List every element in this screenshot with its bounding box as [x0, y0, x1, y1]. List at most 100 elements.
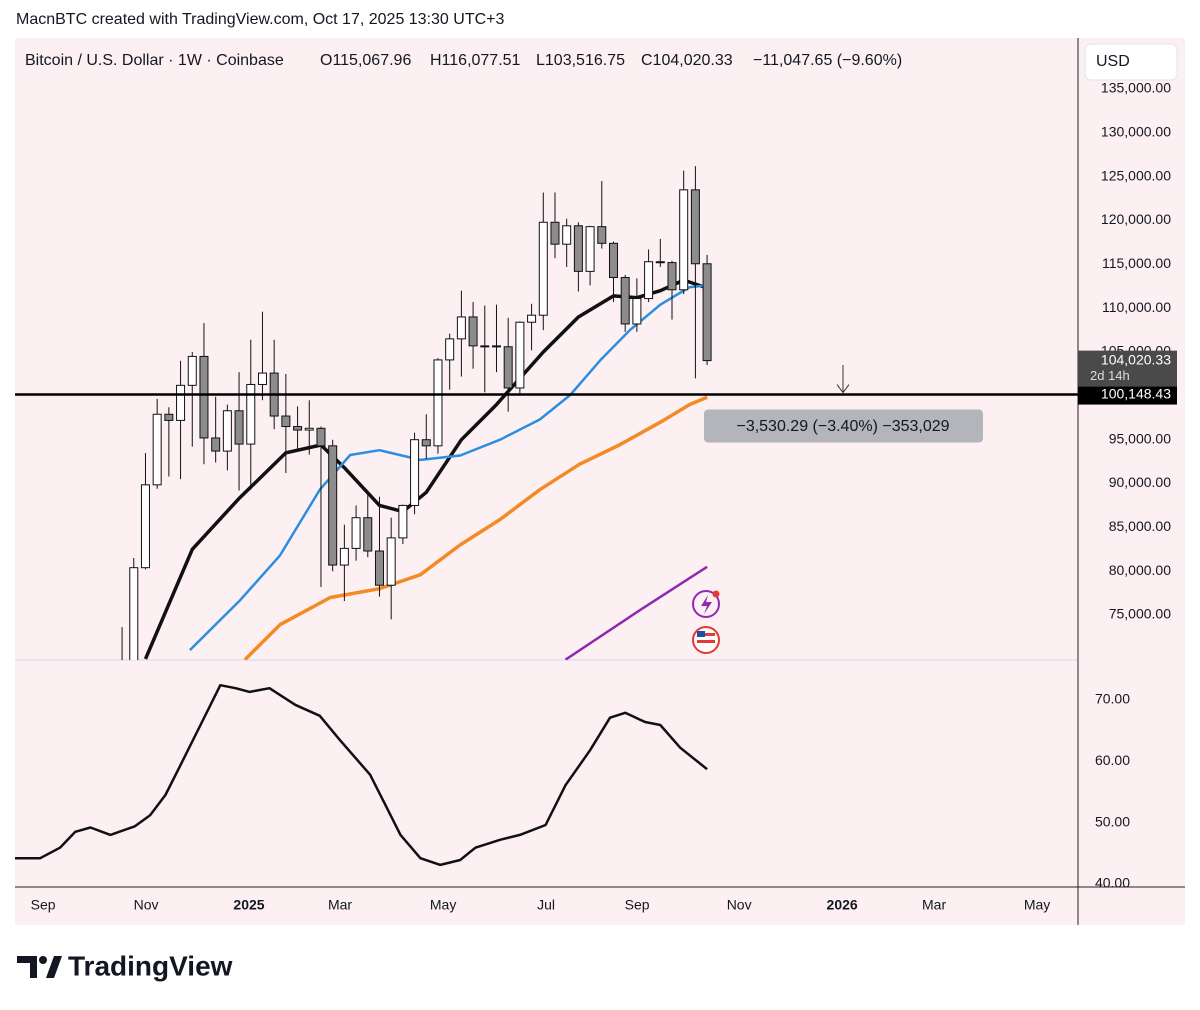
ohlc-change: −11,047.65 (−9.60%): [753, 52, 902, 69]
x-tick-label: Sep: [625, 897, 650, 913]
candle-body: [339, 547, 349, 566]
hline-label: 100,148.43: [1101, 385, 1171, 401]
y2-tick-label: 70.00: [1095, 691, 1130, 707]
logo-mark: [17, 956, 37, 978]
indicator-pane: [15, 683, 708, 867]
candle-body: [468, 316, 478, 347]
candle-body: [480, 345, 490, 348]
x-tick-label: Nov: [727, 897, 752, 913]
candle-body: [140, 484, 150, 569]
candle-body: [211, 437, 221, 452]
y-tick-label: 80,000.00: [1109, 562, 1171, 578]
candle-body: [690, 189, 700, 265]
flag-canton: [697, 631, 705, 637]
candle-body: [667, 262, 677, 291]
y-tick-label: 125,000.00: [1101, 167, 1171, 183]
candle-body: [515, 321, 525, 389]
y-tick-label: 85,000.00: [1109, 518, 1171, 534]
y-tick-label: 95,000.00: [1109, 430, 1171, 446]
candle-body: [433, 359, 443, 447]
x-tick-label: Sep: [31, 897, 56, 913]
last-price-bg: [1078, 350, 1177, 387]
candle-body: [199, 355, 209, 439]
y-tick-label: 130,000.00: [1101, 124, 1171, 140]
candle-body: [304, 427, 314, 431]
candle-body: [386, 537, 396, 586]
candle-body: [187, 355, 197, 386]
candle-body: [281, 415, 291, 428]
y2-tick-label: 50.00: [1095, 813, 1130, 829]
ohlc-low: L103,516.75: [536, 52, 625, 69]
candle-body: [679, 189, 689, 291]
flag-stripe: [697, 640, 715, 643]
candle-body: [585, 226, 595, 272]
ohlc-close: C104,020.33: [641, 52, 733, 69]
candle-body: [316, 427, 326, 447]
candle-body: [176, 384, 186, 421]
x-tick-label: May: [1024, 897, 1050, 913]
icon-badge: [712, 590, 720, 598]
candle-body: [527, 314, 537, 323]
ohlc-open: O115,067.96: [320, 52, 411, 69]
candle-body: [456, 316, 466, 340]
logo-mark: [46, 956, 62, 978]
moving-average-line: [143, 278, 708, 660]
candle-body: [222, 410, 232, 452]
candle-body: [152, 413, 162, 486]
y-tick-label: 120,000.00: [1101, 211, 1171, 227]
candle-body: [644, 261, 654, 300]
x-tick-label: Mar: [922, 897, 946, 913]
flag-stripe: [697, 633, 715, 636]
candle-body: [351, 517, 361, 549]
candle-body: [702, 263, 712, 362]
candle-body: [129, 567, 139, 660]
currency-button[interactable]: [1084, 43, 1178, 81]
measure-box: [704, 409, 983, 443]
candle-body: [374, 550, 384, 586]
event-icons: [692, 590, 720, 654]
logo-text: TradingView: [68, 950, 233, 981]
indicator-line: [15, 683, 708, 867]
lightning-icon[interactable]: [692, 590, 720, 618]
moving-average-line: [189, 284, 708, 651]
candle-body: [363, 517, 373, 552]
candle-body: [328, 445, 338, 566]
y2-tick-label: 60.00: [1095, 752, 1130, 768]
candle-body: [562, 225, 572, 245]
candle-body: [503, 346, 513, 389]
x-tick-label: 2025: [233, 897, 264, 913]
x-tick-label: Jul: [537, 897, 555, 913]
y-tick-label: 75,000.00: [1109, 606, 1171, 622]
ohlc-high: H116,077.51: [430, 52, 521, 69]
candle-body: [398, 504, 408, 539]
candle-body: [234, 410, 244, 445]
lightning-glyph: [701, 595, 712, 614]
x-tick-label: Mar: [328, 897, 352, 913]
candle-body: [538, 221, 548, 316]
chart-background: [15, 38, 1185, 925]
y-tick-label: 90,000.00: [1109, 474, 1171, 490]
credit: MacnBTC created with TradingView.com, Oc…: [16, 11, 504, 28]
countdown-label: 2d 14h: [1090, 368, 1130, 383]
y-tick-label: 115,000.00: [1102, 255, 1171, 271]
candle-body: [597, 226, 607, 244]
candle-body: [573, 225, 583, 272]
candle-body: [491, 345, 501, 348]
y-tick-label: 135,000.00: [1101, 80, 1171, 96]
x-tick-label: 2026: [827, 897, 858, 913]
candle-body: [421, 439, 431, 447]
candle-body: [410, 439, 420, 506]
price-pane: [121, 166, 712, 660]
candle-body: [655, 261, 665, 264]
candle-body: [608, 242, 618, 279]
last-price-label: 104,020.33: [1101, 351, 1171, 367]
candle-body: [293, 426, 303, 431]
logo: TradingView: [17, 950, 233, 981]
logo-mark: [39, 956, 47, 964]
hline-label-bg: [1078, 384, 1177, 405]
candle-body: [550, 221, 560, 245]
candle-body: [620, 277, 630, 325]
candle-body: [164, 413, 174, 421]
candle-body: [632, 298, 642, 325]
